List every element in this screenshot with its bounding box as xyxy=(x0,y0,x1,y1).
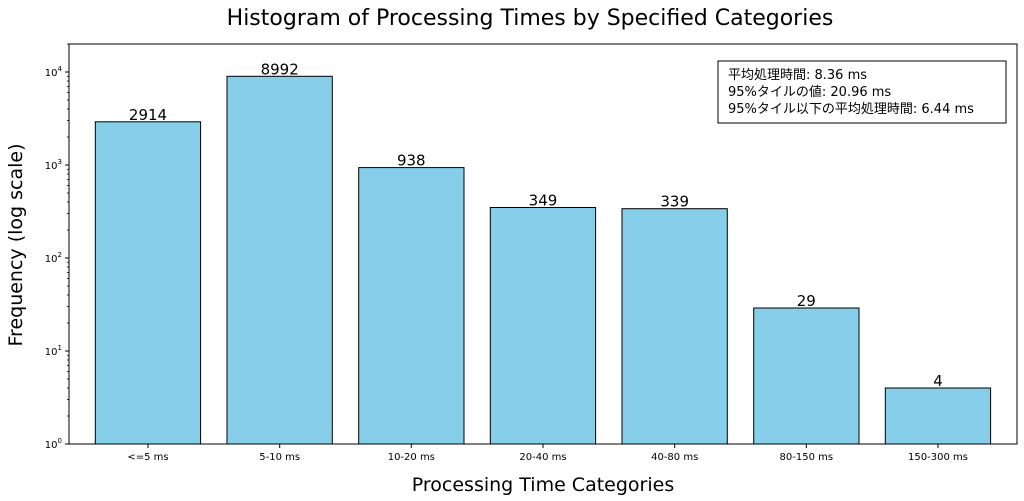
y-tick-base: 10 xyxy=(45,68,58,79)
bar-value-label: 2914 xyxy=(129,106,167,124)
y-tick-exponent: 3 xyxy=(58,158,62,166)
x-tick-label: 150-300 ms xyxy=(908,452,968,463)
bar-value-label: 349 xyxy=(529,192,558,210)
x-tick-label: 80-150 ms xyxy=(780,452,834,463)
stats-line-mean-below-p95: 95%タイル以下の平均処理時間: 6.44 ms xyxy=(728,102,974,117)
y-tick-label: 100 xyxy=(45,437,62,451)
y-tick-label: 103 xyxy=(45,158,62,172)
x-tick-label: 20-40 ms xyxy=(519,452,566,463)
stats-legend-frame xyxy=(717,60,1007,124)
bar-value-label: 4 xyxy=(933,372,943,390)
y-tick-base: 10 xyxy=(45,347,58,358)
y-tick-label: 101 xyxy=(45,344,62,358)
bar-2 xyxy=(358,167,465,445)
y-tick-base: 10 xyxy=(45,254,58,265)
y-tick-label: 104 xyxy=(45,65,63,79)
bar-value-label: 938 xyxy=(397,152,426,170)
bar-4 xyxy=(621,208,728,445)
y-tick-label: 102 xyxy=(45,251,62,265)
bar-5 xyxy=(753,307,860,445)
x-tick-label: 5-10 ms xyxy=(259,452,300,463)
bar-0 xyxy=(94,121,202,445)
y-tick-exponent: 2 xyxy=(58,251,62,259)
bar-1 xyxy=(226,75,333,445)
y-tick-base: 10 xyxy=(45,161,58,172)
stats-line-p95: 95%タイルの値: 20.96 ms xyxy=(728,84,891,100)
bar-value-label: 339 xyxy=(660,193,689,211)
y-tick-exponent: 1 xyxy=(58,344,62,352)
x-tick-label: 40-80 ms xyxy=(651,452,698,463)
bar-value-label: 29 xyxy=(797,292,816,310)
y-tick-exponent: 0 xyxy=(58,437,62,445)
x-tick-label: <=5 ms xyxy=(127,452,168,463)
bar-6 xyxy=(884,387,992,445)
stats-legend-box: 平均処理時間: 8.36 ms 95%タイルの値: 20.96 ms 95%タイ… xyxy=(717,60,1007,124)
x-tick-label: 10-20 ms xyxy=(388,452,435,463)
y-tick-exponent: 4 xyxy=(58,65,63,73)
chart-title: Histogram of Processing Times by Specifi… xyxy=(227,6,834,31)
bar-value-label: 8992 xyxy=(261,60,299,78)
bar-3 xyxy=(489,207,597,445)
stats-line-mean: 平均処理時間: 8.36 ms xyxy=(728,68,867,83)
y-tick-base: 10 xyxy=(45,440,58,451)
y-axis-label: Frequency (log scale) xyxy=(5,144,27,347)
x-axis-label: Processing Time Categories xyxy=(412,474,674,496)
plot-frame xyxy=(68,43,1018,445)
